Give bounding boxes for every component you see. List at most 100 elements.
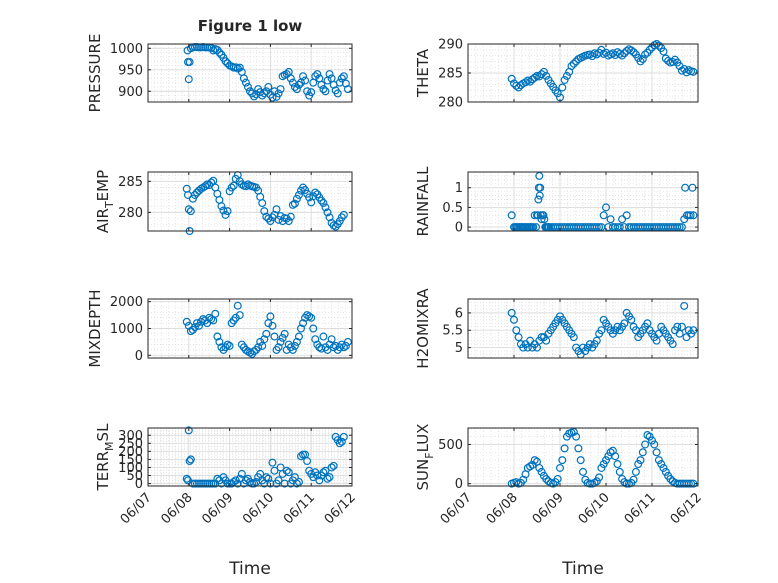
data-point — [186, 327, 195, 336]
y-tick-label: 285 — [118, 175, 143, 190]
data-point — [313, 471, 322, 480]
data-point — [223, 207, 232, 216]
data-point — [286, 212, 295, 221]
data-point — [301, 76, 310, 85]
data-point — [659, 463, 668, 472]
data-point — [569, 333, 578, 342]
y-axis-label: H2OMIXRA — [414, 288, 432, 369]
data-point — [317, 80, 326, 89]
data-point — [558, 456, 567, 465]
data-point — [638, 448, 647, 457]
y-tick-label: 5 — [455, 341, 463, 356]
x-tick-label: 06/12 — [668, 490, 705, 527]
y-tick-label: 200 — [118, 445, 143, 460]
data-point — [201, 182, 210, 191]
data-point — [335, 439, 344, 448]
y-tick-label: 6 — [455, 306, 463, 321]
data-point — [659, 47, 668, 56]
data-point — [537, 215, 546, 224]
data-point — [567, 62, 576, 71]
x-tick-label: 06/09 — [199, 490, 236, 527]
data-point — [280, 479, 289, 488]
data-point — [569, 59, 578, 68]
data-point — [284, 468, 293, 477]
data-point — [307, 313, 316, 322]
data-point — [294, 477, 303, 486]
data-point — [319, 468, 328, 477]
data-point — [606, 448, 615, 457]
data-point — [687, 479, 696, 488]
data-point — [539, 67, 548, 76]
x-tick-label: 06/11 — [622, 490, 659, 527]
y-tick-label: 5.5 — [442, 324, 463, 339]
data-point — [227, 183, 236, 192]
data-point — [636, 57, 645, 66]
data-point — [213, 332, 222, 341]
data-point — [337, 213, 346, 222]
x-axis-label: Time — [228, 559, 271, 579]
data-point — [343, 85, 352, 94]
data-point — [274, 476, 283, 485]
x-tick-label: 06/11 — [281, 490, 318, 527]
y-tick-label: 50 — [126, 469, 143, 484]
data-point — [323, 474, 332, 483]
data-point — [680, 301, 689, 310]
data-point — [290, 341, 299, 350]
data-point — [315, 343, 324, 352]
data-point — [615, 223, 624, 232]
data-point — [647, 436, 656, 445]
data-point — [597, 463, 606, 472]
data-point — [339, 210, 348, 219]
data-point — [549, 479, 558, 488]
data-point — [292, 479, 301, 488]
data-point — [530, 73, 539, 82]
data-point — [256, 337, 265, 346]
data-point — [512, 81, 521, 90]
data-point — [572, 432, 581, 441]
data-point — [675, 329, 684, 338]
data-point — [553, 474, 562, 483]
data-point — [613, 460, 622, 469]
data-point — [542, 71, 551, 80]
data-point — [217, 202, 226, 211]
data-point — [241, 476, 250, 485]
plot-area — [468, 172, 698, 231]
y-tick-label: 300 — [118, 429, 143, 444]
y-tick-label: 1000 — [110, 322, 143, 337]
data-point — [661, 467, 670, 476]
data-point — [243, 82, 252, 91]
data-point — [262, 329, 271, 338]
data-point — [205, 313, 214, 322]
data-point — [562, 71, 571, 80]
data-point — [514, 83, 523, 92]
data-point — [268, 458, 277, 467]
data-point — [560, 444, 569, 453]
data-point — [595, 473, 604, 482]
data-point — [276, 85, 285, 94]
data-point — [576, 456, 585, 465]
data-point — [299, 319, 308, 328]
figure-title: Figure 1 low — [198, 17, 303, 35]
data-point — [629, 475, 638, 484]
y-tick-label: 290 — [438, 38, 463, 53]
data-point — [643, 431, 652, 440]
data-point — [223, 340, 232, 349]
data-point — [507, 308, 516, 317]
data-point — [319, 85, 328, 94]
data-point — [266, 479, 275, 488]
data-point — [553, 89, 562, 98]
y-tick-label: 280 — [118, 206, 143, 221]
data-point — [297, 324, 306, 333]
data-point — [282, 345, 291, 354]
data-point — [339, 343, 348, 352]
data-point — [661, 54, 670, 63]
data-point — [268, 321, 277, 330]
y-axis-label: TERRMSL — [94, 423, 116, 492]
data-point — [668, 57, 677, 66]
data-point — [270, 332, 279, 341]
y-tick-label: 250 — [118, 437, 143, 452]
data-point — [627, 315, 636, 324]
data-point — [337, 74, 346, 83]
data-point — [207, 178, 216, 187]
data-point — [258, 91, 267, 100]
